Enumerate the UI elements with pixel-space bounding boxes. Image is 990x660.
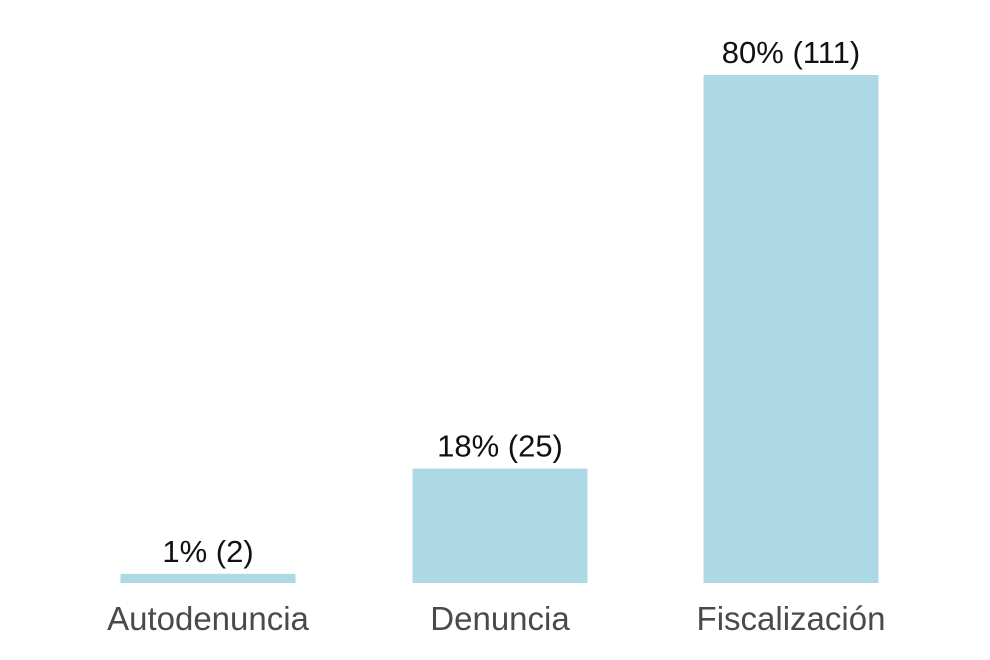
data-label-autodenuncia: 1% (2)	[162, 534, 253, 569]
data-labels-group: 1% (2) 18% (25) 80% (111)	[162, 35, 860, 569]
bar-denuncia	[412, 468, 588, 583]
tick-label-denuncia: Denuncia	[430, 600, 570, 637]
bars-group	[120, 75, 879, 583]
data-label-fiscalizacion: 80% (111)	[722, 35, 860, 70]
tick-label-fiscalizacion: Fiscalización	[697, 600, 886, 637]
tick-label-autodenuncia: Autodenuncia	[107, 600, 309, 637]
data-label-denuncia: 18% (25)	[437, 429, 563, 464]
bar-autodenuncia	[120, 573, 296, 583]
x-axis-tick-labels: Autodenuncia Denuncia Fiscalización	[107, 600, 885, 637]
bar-fiscalizacion	[703, 75, 879, 583]
